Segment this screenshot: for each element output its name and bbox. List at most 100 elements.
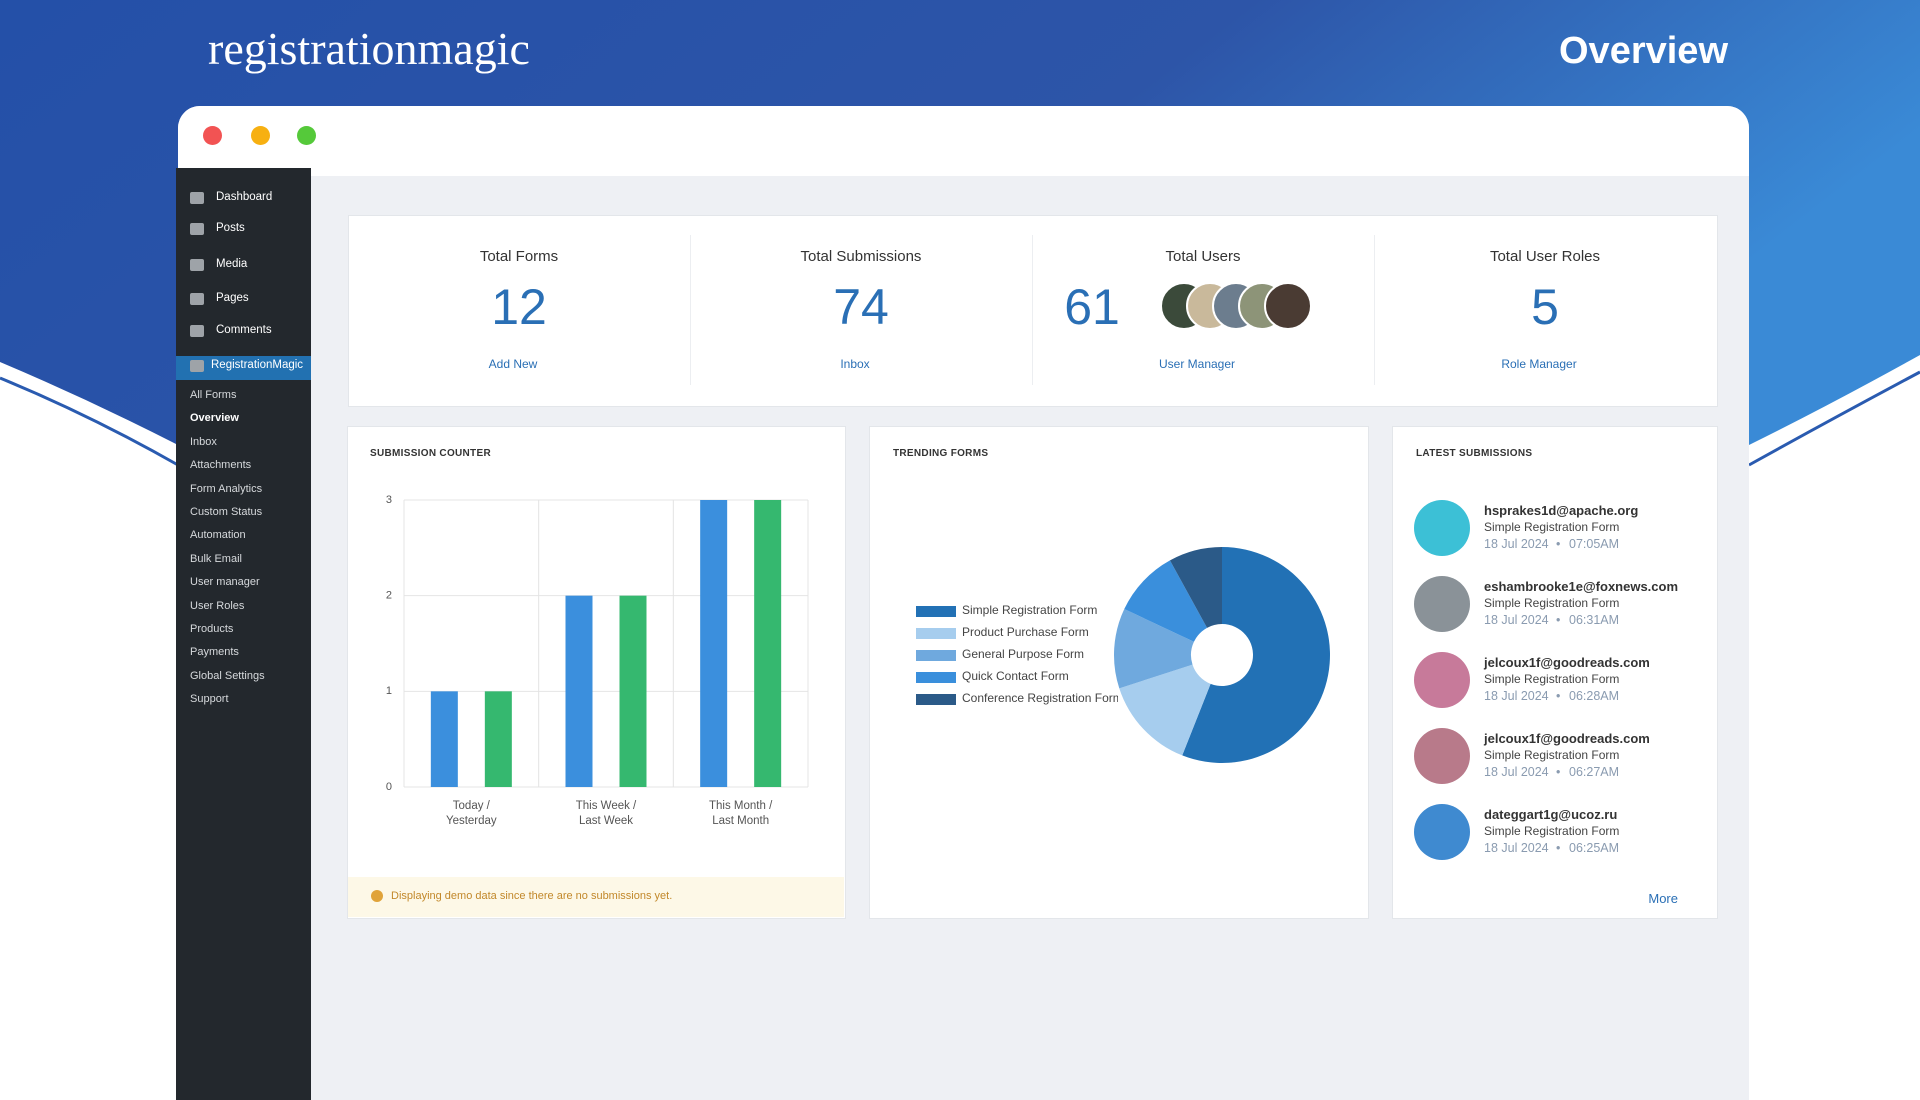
- email[interactable]: jelcoux1f@goodreads.com: [1484, 655, 1650, 670]
- sidebar: [176, 168, 311, 1100]
- submenu-item[interactable]: Products: [190, 623, 234, 635]
- email[interactable]: hsprakes1d@apache.org: [1484, 503, 1639, 518]
- separator: •: [1556, 689, 1561, 703]
- stat-link[interactable]: User Manager: [1158, 357, 1236, 371]
- date: 18 Jul 2024: [1484, 841, 1549, 855]
- email[interactable]: eshambrooke1e@foxnews.com: [1484, 579, 1679, 594]
- submenu-item[interactable]: Inbox: [190, 435, 217, 448]
- stat-link[interactable]: Add New: [488, 357, 538, 371]
- date: 18 Jul 2024: [1484, 689, 1549, 703]
- time: 06:31AM: [1569, 613, 1620, 627]
- y-tick-label: 0: [386, 781, 392, 793]
- separator: •: [1556, 613, 1561, 627]
- x-tick-label: Today / Yesterday: [445, 800, 497, 827]
- menu-icon: [190, 325, 204, 337]
- legend-label: Quick Contact Form: [962, 669, 1069, 683]
- form-name: Simple Registration Form: [1484, 824, 1620, 838]
- stats-card: [348, 215, 1718, 407]
- stat-value: 61: [1064, 279, 1120, 335]
- submenu-item[interactable]: Global Settings: [190, 669, 265, 682]
- card-title: LATEST SUBMISSIONS: [1416, 448, 1533, 459]
- legend-swatch: [916, 628, 956, 639]
- form-name: Simple Registration Form: [1484, 748, 1620, 762]
- divider: [690, 235, 691, 385]
- user-avatar: [1264, 282, 1312, 330]
- submenu-item[interactable]: Automation: [190, 529, 246, 542]
- avatar: [1414, 652, 1470, 708]
- legend-label: Product Purchase Form: [962, 625, 1089, 639]
- bar: [484, 691, 512, 787]
- submenu-item[interactable]: Attachments: [190, 459, 252, 472]
- stat-value: 74: [833, 279, 889, 335]
- menu-icon: [190, 223, 204, 235]
- separator: •: [1556, 765, 1561, 779]
- menu-item[interactable]: RegistrationMagic: [211, 359, 304, 371]
- stat-link[interactable]: Role Manager: [1501, 357, 1577, 371]
- chart-title: TRENDING FORMS: [893, 448, 989, 459]
- menu-item[interactable]: Dashboard: [216, 191, 273, 203]
- stat-label: Total Users: [1165, 248, 1241, 265]
- submenu-item[interactable]: Support: [190, 693, 229, 706]
- legend-swatch: [916, 606, 956, 617]
- legend-label: Simple Registration Form: [962, 603, 1098, 617]
- notice-icon: [371, 890, 383, 902]
- legend-swatch: [916, 650, 956, 661]
- form-name: Simple Registration Form: [1484, 596, 1620, 610]
- submenu-item[interactable]: Form Analytics: [190, 482, 263, 495]
- email[interactable]: jelcoux1f@goodreads.com: [1484, 731, 1650, 746]
- submenu-item[interactable]: Overview: [190, 412, 239, 425]
- menu-icon: [190, 360, 204, 372]
- legend-label: Conference Registration Form: [962, 691, 1118, 705]
- pie-slice: [1119, 664, 1211, 756]
- x-tick-label: This Week / Last Week: [575, 800, 637, 827]
- time: 06:25AM: [1569, 841, 1620, 855]
- pie-slice: [1124, 560, 1208, 642]
- close-dot[interactable]: [203, 126, 222, 145]
- stat-label: Total User Roles: [1489, 248, 1601, 265]
- submenu-item[interactable]: Payments: [190, 646, 239, 659]
- pie-slice: [1114, 609, 1194, 689]
- legend-label: General Purpose Form: [962, 647, 1085, 661]
- separator: •: [1556, 537, 1561, 551]
- bar: [700, 500, 728, 787]
- stat-label: Total Forms: [479, 248, 559, 265]
- menu-item[interactable]: Posts: [216, 222, 245, 234]
- notice-band: [348, 877, 844, 917]
- logo: registrationmagic: [208, 23, 530, 74]
- y-tick-label: 1: [386, 685, 392, 697]
- time: 06:27AM: [1569, 765, 1620, 779]
- pie-slice: [1169, 547, 1222, 628]
- avatar: [1414, 500, 1470, 556]
- menu-item[interactable]: Media: [216, 258, 248, 270]
- submenu-item[interactable]: Custom Status: [190, 506, 263, 518]
- submenu-item[interactable]: Bulk Email: [190, 552, 242, 565]
- stat-label: Total Submissions: [800, 248, 922, 265]
- menu-item[interactable]: Pages: [216, 292, 249, 304]
- avatar: [1414, 804, 1470, 860]
- maximize-dot[interactable]: [297, 126, 316, 145]
- submenu-item[interactable]: All Forms: [190, 389, 237, 401]
- form-name: Simple Registration Form: [1484, 520, 1620, 534]
- stat-value: 5: [1531, 279, 1559, 335]
- notice: Displaying demo data since there are no …: [391, 890, 673, 902]
- menu-item[interactable]: Comments: [216, 324, 272, 336]
- time: 07:05AM: [1569, 537, 1620, 551]
- title-bar: [178, 106, 1749, 176]
- separator: •: [1556, 841, 1561, 855]
- menu-icon: [190, 259, 204, 271]
- more-link[interactable]: More: [1648, 891, 1678, 906]
- legend-swatch: [916, 694, 956, 705]
- date: 18 Jul 2024: [1484, 537, 1549, 551]
- email[interactable]: dateggart1g@ucoz.ru: [1484, 807, 1618, 822]
- pie-slice: [1182, 547, 1330, 764]
- submenu-item[interactable]: User manager: [190, 576, 260, 589]
- y-tick-label: 3: [386, 494, 392, 506]
- date: 18 Jul 2024: [1484, 613, 1549, 627]
- divider: [1374, 235, 1375, 385]
- stat-link[interactable]: Inbox: [840, 357, 870, 371]
- submenu-item[interactable]: User Roles: [190, 599, 245, 612]
- form-name: Simple Registration Form: [1484, 672, 1620, 686]
- minimize-dot[interactable]: [251, 126, 270, 145]
